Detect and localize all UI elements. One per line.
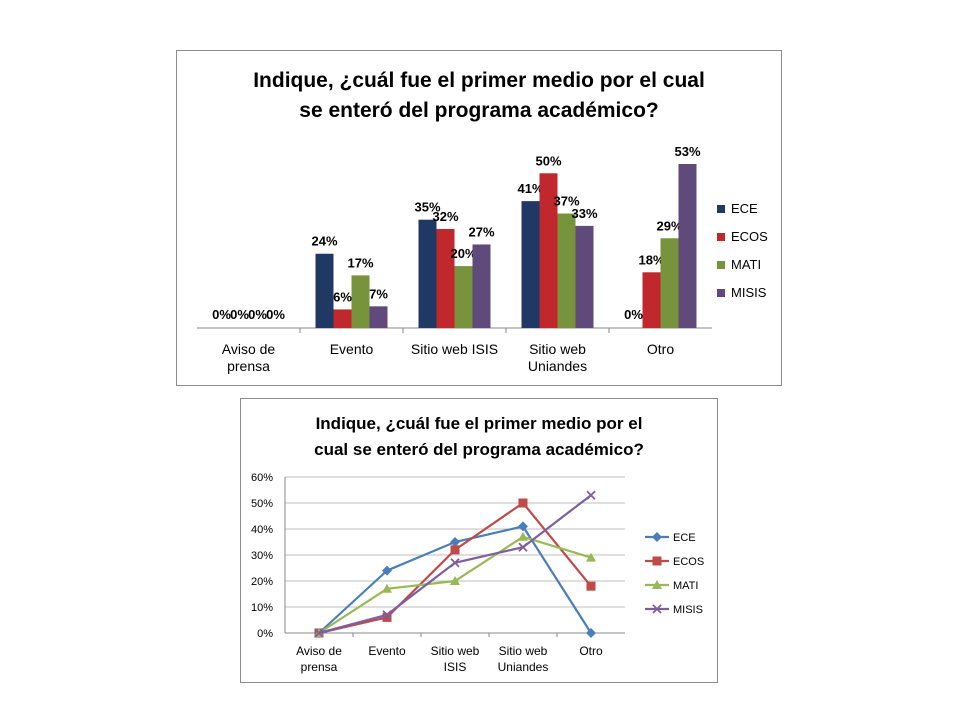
bar-ecos xyxy=(539,173,558,328)
data-label: 0% xyxy=(212,307,231,322)
y-tick-label: 30% xyxy=(251,550,273,562)
bar-misis xyxy=(678,164,697,328)
bar-chart-panel: Indique, ¿cuál fue el primer medio por e… xyxy=(176,50,782,386)
x-tick-label: ISIS xyxy=(444,660,467,674)
x-tick-label: Uniandes xyxy=(528,358,587,374)
y-tick-label: 20% xyxy=(251,576,273,588)
point-ece xyxy=(586,628,596,638)
data-label: 41% xyxy=(517,181,543,196)
data-label: 0% xyxy=(266,307,285,322)
data-label: 0% xyxy=(230,307,249,322)
x-tick-label: Uniandes xyxy=(498,660,549,674)
y-tick-label: 0% xyxy=(257,628,273,640)
point-misis xyxy=(314,628,324,638)
data-label: 33% xyxy=(571,206,597,221)
bar-mati xyxy=(351,275,370,328)
y-tick-label: 10% xyxy=(251,602,273,614)
legend-swatch-ece xyxy=(717,205,725,213)
bar-mati xyxy=(557,213,576,328)
point-ecos xyxy=(586,581,596,591)
x-tick-label: prensa xyxy=(227,358,270,374)
bar-mati xyxy=(660,238,679,328)
point-ece xyxy=(518,521,528,532)
x-tick-label: Sitio web ISIS xyxy=(411,341,498,357)
data-label: 32% xyxy=(432,209,458,224)
point-misis xyxy=(518,542,528,552)
x-tick-label: Otro xyxy=(647,341,674,357)
legend-marker-mati xyxy=(652,580,662,589)
data-label: 35% xyxy=(414,200,440,215)
line-chart: Indique, ¿cuál fue el primer medio por e… xyxy=(251,414,704,674)
point-ece xyxy=(382,565,392,576)
point-ecos xyxy=(518,498,528,508)
bar-misis xyxy=(575,225,594,328)
data-label: 29% xyxy=(656,218,682,233)
chart-title-line-1: Indique, ¿cuál fue el primer medio por e… xyxy=(316,414,643,433)
legend-label-misis: MISIS xyxy=(731,285,767,300)
series-line-misis xyxy=(318,494,592,635)
chart-title-line-2: cual se enteró del programa académico? xyxy=(314,440,644,459)
bar-ecos xyxy=(436,228,455,328)
point-ecos xyxy=(382,612,392,622)
y-tick-label: 50% xyxy=(251,498,273,510)
data-label: 53% xyxy=(674,144,700,159)
legend-label-ecos: ECOS xyxy=(731,229,768,244)
bar-ece xyxy=(315,253,334,328)
bar-chart: Indique, ¿cuál fue el primer medio por e… xyxy=(197,69,768,374)
bar-misis xyxy=(472,244,491,328)
point-misis xyxy=(450,558,460,568)
point-misis xyxy=(382,610,392,620)
legend-label-mati: MATI xyxy=(673,580,698,592)
x-tick-label: Sitio web xyxy=(499,644,548,658)
legend-label-misis: MISIS xyxy=(673,604,703,616)
point-ece xyxy=(450,537,460,547)
point-ecos xyxy=(450,545,460,555)
x-tick-label: Sitio web xyxy=(529,341,586,357)
legend-label-ecos: ECOS xyxy=(673,556,704,568)
bar-ecos xyxy=(642,272,661,328)
x-tick-label: Evento xyxy=(368,644,406,658)
data-label: 37% xyxy=(553,194,579,209)
legend-label-ece: ECE xyxy=(731,201,758,216)
point-mati xyxy=(518,531,528,541)
legend-swatch-mati xyxy=(717,261,725,269)
bar-misis xyxy=(369,306,388,328)
x-tick-label: Sitio web xyxy=(431,644,480,658)
legend-marker-ecos xyxy=(652,556,662,566)
bar-ece xyxy=(418,219,437,328)
data-label: 0% xyxy=(624,307,643,322)
data-label: 18% xyxy=(638,252,664,267)
data-label: 20% xyxy=(450,246,476,261)
line-chart-panel: Indique, ¿cuál fue el primer medio por e… xyxy=(240,398,718,683)
data-label: 6% xyxy=(333,289,352,304)
legend-label-ece: ECE xyxy=(673,532,696,544)
chart-title-line-1: Indique, ¿cuál fue el primer medio por e… xyxy=(253,69,705,92)
x-tick-label: prensa xyxy=(301,660,338,674)
data-label: 50% xyxy=(535,153,561,168)
data-label: 24% xyxy=(311,234,337,249)
x-tick-label: Aviso de xyxy=(296,644,342,658)
bar-mati xyxy=(454,266,473,328)
point-mati xyxy=(586,552,596,562)
point-mati xyxy=(382,583,392,593)
legend-marker-ece xyxy=(652,532,662,542)
chart-title-line-2: se enteró del programa académico? xyxy=(299,99,658,122)
x-tick-label: Evento xyxy=(330,341,374,357)
bar-ece xyxy=(521,201,540,328)
legend-swatch-ecos xyxy=(717,233,725,241)
data-label: 0% xyxy=(248,307,267,322)
y-tick-label: 40% xyxy=(251,524,273,536)
y-tick-label: 60% xyxy=(251,472,273,484)
point-misis xyxy=(586,490,596,500)
data-label: 7% xyxy=(369,286,388,301)
bar-ecos xyxy=(333,309,352,328)
legend-marker-misis xyxy=(652,604,662,614)
x-tick-label: Aviso de xyxy=(222,341,276,357)
point-mati xyxy=(450,576,460,585)
legend-swatch-misis xyxy=(717,289,725,297)
data-label: 17% xyxy=(347,255,373,270)
data-label: 27% xyxy=(468,224,494,239)
legend-label-mati: MATI xyxy=(731,257,761,272)
x-tick-label: Otro xyxy=(579,644,603,658)
